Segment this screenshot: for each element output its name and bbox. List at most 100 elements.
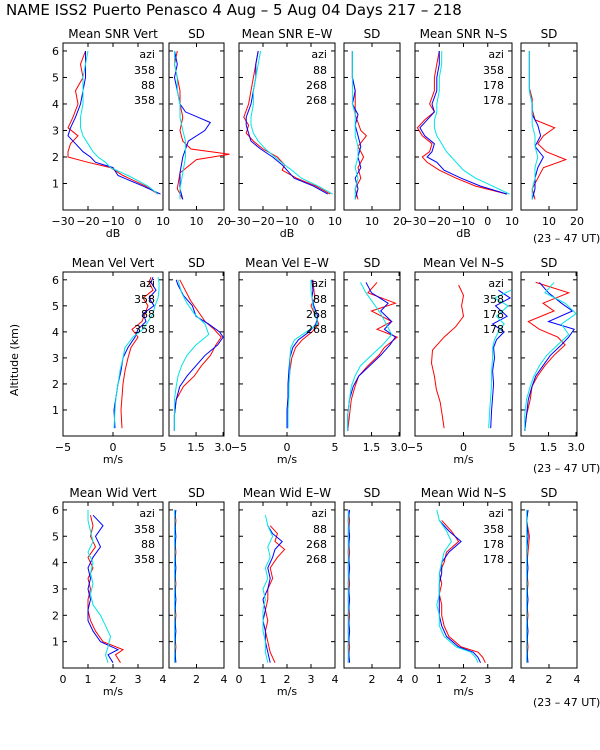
legend-entry: 178 [483, 94, 504, 107]
legend-entry: 88 [313, 523, 327, 536]
x-tick-label: 20 [217, 215, 231, 228]
x-tick-label: 2 [193, 673, 200, 686]
x-tick-label: 4 [160, 673, 167, 686]
x-tick-label: 1.5 [540, 441, 558, 454]
y-tick-label: 6 [52, 45, 59, 58]
x-tick-label: 10 [505, 215, 519, 228]
x-tick-label: 2 [110, 673, 117, 686]
x-axis-label: m/s [277, 453, 297, 466]
x-tick-label: 4 [574, 673, 581, 686]
x-tick-label: 3.0 [390, 441, 408, 454]
series-line-blue [351, 51, 362, 200]
panel-title: SD [188, 256, 205, 270]
x-tick-label: 1.5 [363, 441, 381, 454]
series-line-cyan [87, 509, 112, 663]
x-tick-label: 0 [284, 441, 291, 454]
legend-entry: 268 [306, 553, 327, 566]
y-tick-label: 5 [52, 300, 59, 313]
chart-panel-2: 10 20 SD [168, 27, 231, 228]
x-tick-label: 3.0 [567, 441, 585, 454]
legend-header: azi [311, 277, 327, 290]
panel-title: SD [541, 486, 558, 500]
series-line-cyan [347, 282, 393, 431]
time-note-row2: (23 – 47 UT) [533, 462, 600, 475]
x-axis-label: m/s [453, 685, 473, 698]
plot-frame [520, 271, 578, 437]
legend-entry: 268 [306, 323, 327, 336]
x-tick-label: 10 [156, 215, 170, 228]
legend-header: azi [488, 507, 504, 520]
series-line-red [438, 520, 486, 663]
panel-title: SD [364, 27, 381, 41]
series-line-cyan [173, 279, 210, 431]
series-line-blue [419, 51, 508, 195]
x-tick-label: 5 [332, 441, 339, 454]
chart-panel-18: 2 4 SD [520, 486, 581, 686]
y-tick-label: 1 [52, 404, 59, 417]
panel-title: Mean Vel N–S [423, 256, 504, 270]
panel-title: Mean SNR Vert [68, 27, 158, 41]
y-tick-label: 2 [52, 151, 59, 164]
series-line-blue [67, 51, 161, 195]
series-line-cyan [524, 282, 577, 431]
legend-entry: 88 [141, 538, 155, 551]
x-tick-label: −20 [76, 215, 99, 228]
panel-title: SD [364, 486, 381, 500]
x-tick-label: 0 [110, 441, 117, 454]
legend-entry: 358 [483, 64, 504, 77]
panel-title: SD [541, 27, 558, 41]
y-tick-label: 4 [52, 326, 59, 339]
plot-frame [168, 42, 225, 211]
series-line-blue [528, 51, 544, 200]
chart-panel-14: 2 4 SD [168, 486, 228, 686]
legend-entry: 88 [141, 308, 155, 321]
legend-header: azi [488, 48, 504, 61]
panel-title: Mean Vel E–W [245, 256, 329, 270]
x-tick-label: −5 [231, 441, 247, 454]
legend-entry: 268 [306, 79, 327, 92]
legend-entry: 88 [313, 64, 327, 77]
x-tick-label: 2 [460, 673, 467, 686]
chart-panel-3: −30 −20 −10 0 10 Mean SNR E–W dB azi 88 268 268 [227, 27, 342, 240]
x-tick-label: 0 [236, 673, 243, 686]
x-tick-label: 10 [542, 215, 556, 228]
plot-frame [520, 501, 578, 669]
series-line-blue [262, 525, 283, 663]
legend-header: azi [139, 277, 155, 290]
y-tick-label: 1 [52, 636, 59, 649]
chart-panel-1: 1 2 3 4 5 6 −30 −20 −10 0 10 Mean SNR Vert dB azi 358 8… [51, 27, 170, 240]
x-tick-label: 3 [308, 673, 315, 686]
chart-panel-17: 0 1 2 3 4 Mean Wid N–S m/s azi 358 178 178 [412, 486, 516, 698]
time-note-row3: (23 – 47 UT) [533, 696, 600, 709]
y-tick-label: 5 [52, 530, 59, 543]
panel-title: SD [541, 256, 558, 270]
series-line-red [120, 277, 154, 429]
series-line-cyan [262, 515, 274, 663]
figure-title: NAME ISS2 Puerto Penasco 4 Aug – 5 Aug 0… [6, 1, 462, 19]
legend-entry: 178 [483, 538, 504, 551]
series-line-cyan [488, 289, 512, 429]
x-tick-label: 20 [393, 215, 407, 228]
legend-header: azi [139, 48, 155, 61]
legend-entry: 268 [306, 308, 327, 321]
x-tick-label: 5 [160, 441, 167, 454]
legend-entry: 358 [134, 523, 155, 536]
series-line-blue [87, 514, 120, 663]
x-tick-label: −30 [51, 215, 74, 228]
y-tick-label: 4 [52, 557, 59, 570]
x-tick-label: 4 [332, 673, 339, 686]
x-tick-label: −30 [227, 215, 250, 228]
y-tick-label: 4 [52, 98, 59, 111]
x-tick-label: 3 [135, 673, 142, 686]
chart-panel-8: 1.5 3.0 SD [168, 256, 232, 454]
x-tick-label: 10 [190, 215, 204, 228]
panel-title: SD [364, 256, 381, 270]
chart-panel-10: 1.5 3.0 SD [343, 256, 408, 454]
x-tick-label: −10 [101, 215, 124, 228]
chart-panel-4: 10 20 SD [343, 27, 407, 228]
series-line-red [430, 284, 465, 429]
x-tick-label: 3.0 [214, 441, 232, 454]
plot-frame [343, 501, 401, 669]
x-tick-label: 10 [365, 215, 379, 228]
